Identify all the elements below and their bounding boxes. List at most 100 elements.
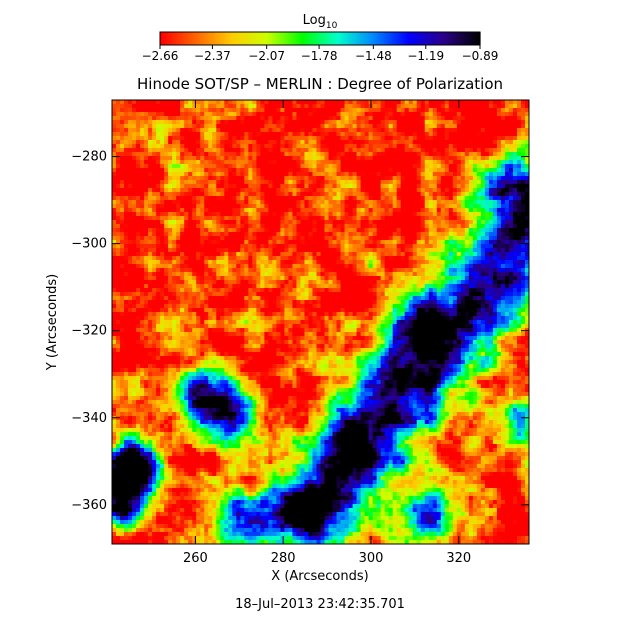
heatmap-cell — [508, 168, 514, 173]
heatmap-cell — [192, 100, 197, 105]
heatmap-cell — [160, 136, 165, 141]
heatmap-cell — [440, 240, 446, 245]
heatmap-cell — [136, 128, 141, 133]
heatmap-cell — [400, 220, 406, 225]
heatmap-cell — [184, 224, 189, 229]
heatmap-cell — [120, 172, 125, 177]
heatmap-cell — [428, 272, 434, 277]
heatmap-cell — [488, 256, 494, 261]
colorbar-segment — [162, 32, 165, 45]
colorbar-segment — [302, 32, 305, 45]
heatmap-cell — [400, 128, 406, 133]
heatmap-cell — [164, 228, 169, 233]
heatmap-cell — [492, 208, 498, 213]
heatmap-cell — [352, 236, 358, 241]
heatmap-cell — [204, 176, 209, 181]
heatmap-cell — [236, 156, 241, 161]
heatmap-cell — [460, 116, 466, 121]
heatmap-cell — [224, 240, 229, 245]
heatmap-cell — [424, 264, 430, 269]
heatmap-cell — [496, 264, 502, 269]
heatmap-cell — [456, 252, 462, 257]
heatmap-cell — [180, 284, 185, 289]
heatmap-cell — [188, 176, 193, 181]
heatmap-cell — [192, 128, 197, 133]
heatmap-cell — [312, 216, 317, 221]
heatmap-cell — [352, 256, 358, 261]
heatmap-cell — [420, 260, 426, 265]
heatmap-cell — [380, 164, 386, 169]
heatmap-cell — [444, 276, 450, 281]
heatmap-cell — [476, 172, 482, 177]
heatmap-cell — [196, 200, 201, 205]
heatmap-cell — [256, 216, 261, 221]
colorbar-segment — [246, 32, 249, 45]
heatmap-cell — [348, 152, 354, 157]
heatmap-cell — [472, 196, 478, 201]
heatmap-cell — [392, 240, 398, 245]
heatmap-cell — [268, 280, 273, 285]
heatmap-cell — [276, 224, 281, 229]
heatmap-cell — [356, 240, 362, 245]
heatmap-cell — [312, 172, 317, 177]
heatmap-cell — [500, 192, 506, 197]
heatmap-cell — [452, 200, 458, 205]
heatmap-cell — [464, 248, 470, 253]
heatmap-cell — [160, 152, 165, 157]
heatmap-cell — [344, 224, 350, 229]
heatmap-cell — [124, 140, 129, 145]
heatmap-cell — [336, 148, 342, 153]
heatmap-cell — [352, 164, 358, 169]
heatmap-cell — [496, 184, 502, 189]
heatmap-cell — [136, 100, 141, 105]
colorbar-segment — [450, 32, 453, 45]
heatmap-cell — [204, 136, 209, 141]
heatmap-cell — [116, 196, 121, 201]
heatmap-cell — [184, 156, 189, 161]
heatmap-cell — [208, 280, 213, 285]
heatmap-cell — [324, 272, 330, 277]
heatmap-cell — [520, 232, 526, 237]
heatmap-cell — [428, 176, 434, 181]
heatmap-cell — [256, 268, 261, 273]
heatmap-cell — [504, 232, 510, 237]
heatmap-cell — [344, 196, 350, 201]
heatmap-cell — [320, 272, 326, 277]
heatmap-cell — [492, 116, 498, 121]
heatmap-cell — [440, 180, 446, 185]
heatmap-cell — [200, 116, 205, 121]
heatmap-cell — [192, 232, 197, 237]
heatmap-cell — [412, 220, 418, 225]
heatmap-cell — [288, 232, 293, 237]
heatmap-cell — [428, 204, 434, 209]
heatmap-cell — [500, 188, 506, 193]
heatmap-cell — [384, 196, 390, 201]
heatmap-cell — [292, 116, 297, 121]
heatmap-cell — [140, 204, 145, 209]
heatmap-cell — [196, 256, 201, 261]
heatmap-cell — [128, 216, 133, 221]
heatmap-cell — [428, 164, 434, 169]
heatmap-cell — [244, 244, 249, 249]
heatmap-cell — [324, 208, 330, 213]
colorbar-segment — [222, 32, 225, 45]
colorbar-segment — [346, 32, 349, 45]
heatmap-cell — [524, 160, 530, 165]
colorbar-segment — [228, 32, 231, 45]
heatmap-cell — [152, 120, 157, 125]
heatmap-cell — [128, 236, 133, 241]
heatmap-cell — [260, 260, 265, 265]
heatmap-cell — [228, 104, 233, 109]
heatmap-cell — [404, 276, 410, 281]
heatmap-cell — [304, 280, 309, 285]
heatmap-cell — [244, 112, 249, 117]
heatmap-cell — [376, 140, 382, 145]
colorbar-segment — [384, 32, 387, 45]
heatmap-cell — [144, 152, 149, 157]
heatmap-cell — [384, 236, 390, 241]
heatmap-cell — [204, 248, 209, 253]
heatmap-cell — [204, 220, 209, 225]
heatmap-cell — [228, 224, 233, 229]
heatmap-cell — [144, 136, 149, 141]
heatmap-cell — [404, 148, 410, 153]
